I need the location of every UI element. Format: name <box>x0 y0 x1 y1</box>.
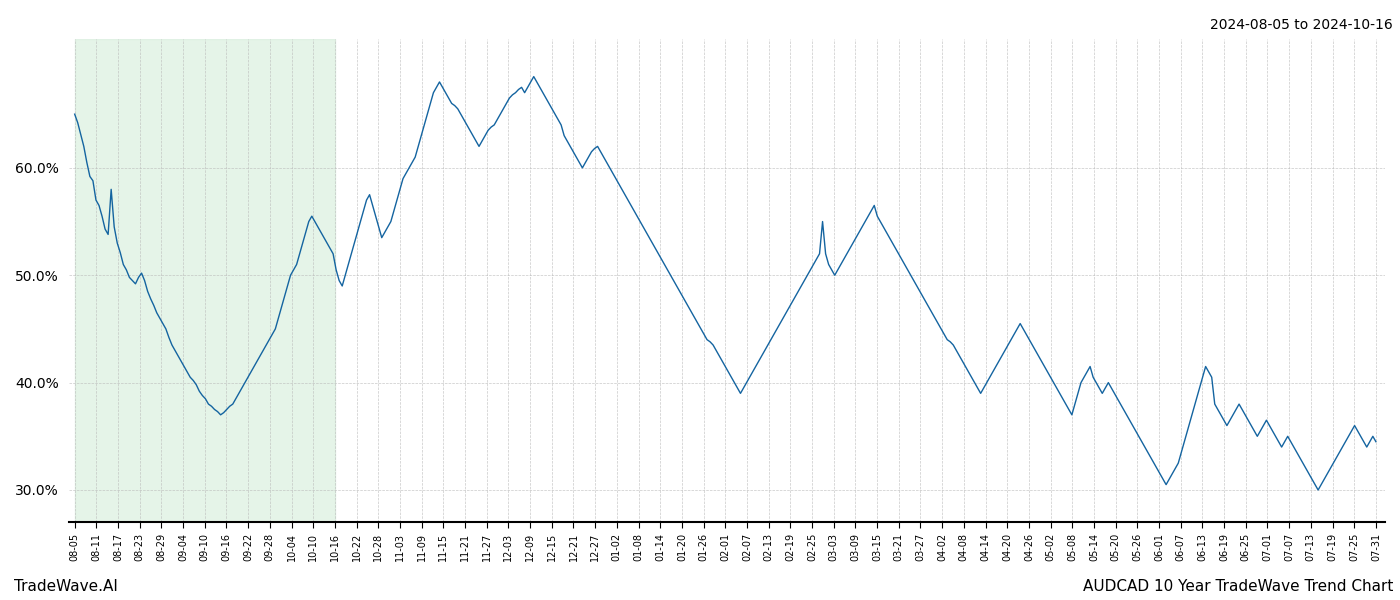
Text: AUDCAD 10 Year TradeWave Trend Chart: AUDCAD 10 Year TradeWave Trend Chart <box>1082 579 1393 594</box>
Bar <box>74 39 335 522</box>
Text: 2024-08-05 to 2024-10-16: 2024-08-05 to 2024-10-16 <box>1210 18 1393 32</box>
Text: TradeWave.AI: TradeWave.AI <box>14 579 118 594</box>
